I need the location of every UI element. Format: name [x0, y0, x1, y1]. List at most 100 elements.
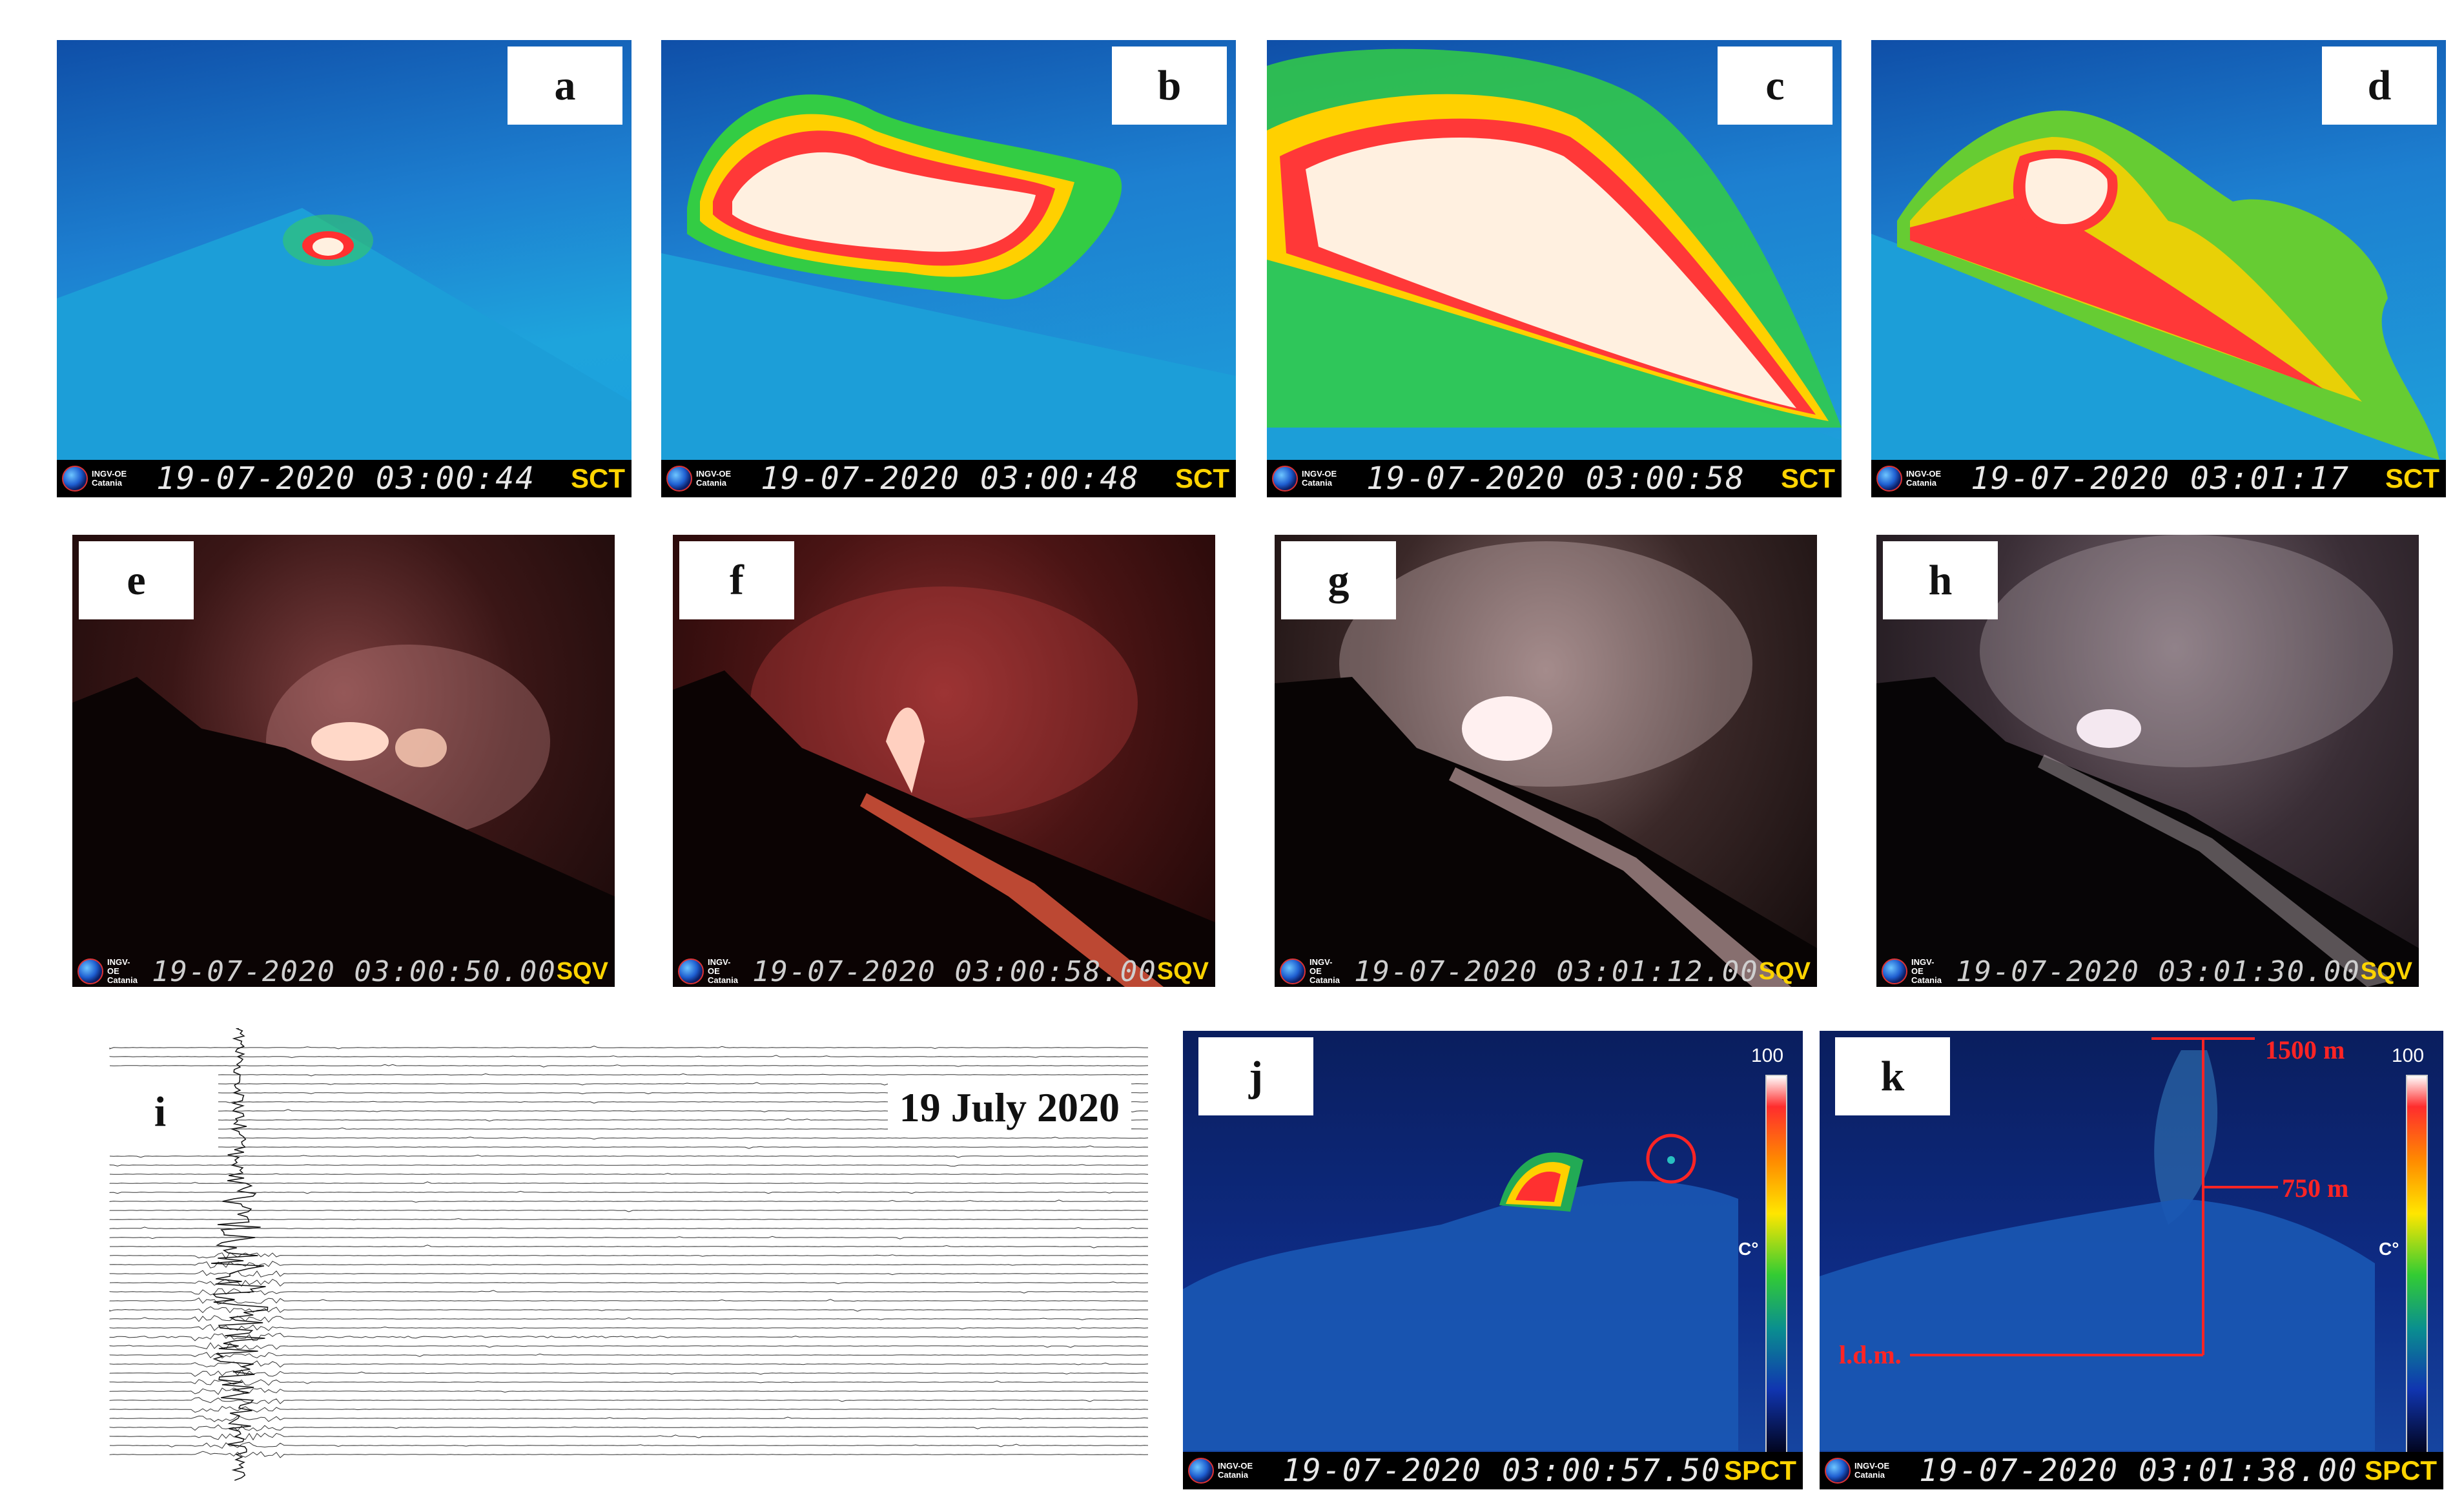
timestamp-bar: INGV-OE Catania 19-07-2020 03:01:38.00 S… — [1820, 1452, 2443, 1489]
panel-k: k 1500 m 750 m l.d.m. 100 C° 0 INGV-OE C… — [1820, 1031, 2443, 1489]
seismogram-trace — [109, 1136, 1149, 1140]
org-name: INGV-OE Catania — [1302, 469, 1337, 488]
timestamp-bar: INGV-OE Catania 19-07-2020 03:00:50.00 S… — [72, 955, 615, 988]
timestamp: 19-07-2020 03:01:12.00 — [1353, 955, 1759, 988]
seismogram-trace — [109, 1199, 1149, 1203]
org-name: INGV-OE Catania — [1911, 957, 1942, 985]
timestamp-bar: INGV-OE Catania 19-07-2020 03:00:57.50 S… — [1183, 1452, 1803, 1489]
panel-h: h INGV-OE Catania 19-07-2020 03:01:30.00… — [1876, 535, 2419, 987]
panel-j: j 100 C° 0 INGV-OE Catania 19-07-2020 03… — [1183, 1031, 1803, 1489]
seismogram — [109, 1028, 1149, 1481]
color-scale-bar — [2406, 1075, 2428, 1460]
seismogram-trace — [109, 1252, 1148, 1260]
seismogram-trace — [109, 1190, 1148, 1194]
ingv-logo-icon — [77, 958, 103, 984]
panel-label: b — [1112, 47, 1227, 125]
org-name: INGV-OE Catania — [708, 957, 738, 985]
panel-label: e — [79, 541, 194, 619]
panel-g: g INGV-OE Catania 19-07-2020 03:01:12.00… — [1275, 535, 1817, 987]
panel-label: a — [508, 47, 622, 125]
ingv-logo-icon — [678, 958, 704, 984]
seismogram-trace — [109, 1227, 1149, 1230]
seismogram-trace — [109, 1288, 1149, 1296]
timestamp: 19-07-2020 03:00:50.00 — [151, 955, 557, 988]
camera-id: SQV — [1156, 957, 1209, 985]
seismogram-trace — [109, 1154, 1148, 1158]
seismogram-trace — [109, 1306, 1148, 1314]
panel-a: a INGV-OE Catania 19-07-2020 03:00:44 SC… — [57, 40, 631, 497]
timestamp-bar: INGV-OE Catania 19-07-2020 03:00:44 SCT — [57, 460, 631, 497]
scale-max: 100 — [2392, 1045, 2425, 1066]
seismogram-spike — [211, 1028, 269, 1481]
thermal-scene-c — [1267, 48, 1842, 497]
timestamp-bar: INGV-OE Catania 19-07-2020 03:01:17 SCT — [1871, 460, 2446, 497]
seismogram-trace — [109, 1387, 1148, 1395]
ingv-logo-icon — [1272, 466, 1298, 492]
seismogram-trace — [109, 1218, 1149, 1221]
seismogram-trace — [109, 1352, 1149, 1359]
panel-i: i 19 July 2020 — [90, 1028, 1170, 1486]
panel-label: f — [679, 541, 794, 619]
seismogram-date: 19 July 2020 — [887, 1080, 1131, 1135]
panel-label: d — [2322, 47, 2437, 125]
seismogram-trace — [109, 1332, 1149, 1341]
seismogram-trace — [109, 1424, 1149, 1431]
ingv-logo-icon — [1876, 466, 1902, 492]
timestamp: 19-07-2020 03:01:30.00 — [1955, 955, 2361, 988]
seismogram-trace — [109, 1342, 1149, 1350]
org-name: INGV-OE Catania — [696, 469, 732, 488]
org-name: INGV-OE Catania — [92, 469, 127, 488]
seismogram-trace — [109, 1270, 1149, 1278]
camera-id: SCT — [1175, 463, 1229, 493]
height-label-top: 1500 m — [2265, 1035, 2345, 1064]
camera-id: SPCT — [1723, 1455, 1796, 1486]
seismogram-trace — [109, 1173, 1149, 1175]
camera-id: SPCT — [2364, 1455, 2437, 1486]
seismogram-trace — [109, 1360, 1149, 1368]
timestamp: 19-07-2020 03:00:58 — [1366, 461, 1746, 497]
thermal-scene-j — [1183, 1134, 1738, 1451]
seismogram-trace — [109, 1324, 1149, 1331]
seismogram-trace — [109, 1279, 1149, 1287]
timestamp-bar: INGV-OE Catania 19-07-2020 03:01:30.00 S… — [1876, 955, 2419, 988]
seismogram-trace — [109, 1379, 1149, 1386]
ingv-logo-icon — [1825, 1458, 1851, 1484]
seismogram-trace — [109, 1433, 1149, 1441]
timestamp: 19-07-2020 03:00:58.00 — [752, 955, 1157, 988]
seismogram-trace — [109, 1397, 1149, 1405]
height-label-mid: 750 m — [2282, 1174, 2349, 1203]
seismogram-trace — [109, 1236, 1148, 1239]
panel-f: f INGV-OE Catania 19-07-2020 03:00:58.00… — [673, 535, 1215, 987]
camera-id: SQV — [556, 957, 608, 985]
ingv-logo-icon — [1188, 1458, 1214, 1484]
thermal-scene-a — [57, 208, 631, 497]
panel-c: c INGV-OE Catania 19-07-2020 03:00:58 SC… — [1267, 40, 1842, 497]
night-scene-f — [673, 586, 1215, 987]
seismogram-trace — [109, 1415, 1149, 1422]
panel-label: g — [1281, 541, 1396, 619]
seismogram-trace — [109, 1442, 1149, 1449]
timestamp-bar: INGV-OE Catania 19-07-2020 03:00:58.00 S… — [673, 955, 1215, 988]
org-name: INGV-OE Catania — [1309, 957, 1340, 985]
panel-label: c — [1718, 47, 1833, 125]
thermal-scene-b — [661, 94, 1236, 497]
thermal-scene-k — [1820, 1037, 2375, 1451]
panel-label: h — [1883, 541, 1998, 619]
timestamp: 19-07-2020 03:00:57.50 — [1282, 1453, 1721, 1489]
timestamp-bar: INGV-OE Catania 19-07-2020 03:01:12.00 S… — [1275, 955, 1817, 988]
seismogram-trace — [109, 1315, 1148, 1323]
night-scene-e — [72, 645, 615, 987]
ingv-logo-icon — [666, 466, 692, 492]
seismogram-trace — [109, 1298, 1149, 1305]
seismogram-trace — [109, 1145, 1149, 1149]
camera-id: SQV — [2360, 957, 2412, 985]
panel-d: d INGV-OE Catania 19-07-2020 03:01:17 SC… — [1871, 40, 2446, 497]
ingv-logo-icon — [1882, 958, 1907, 984]
seismogram-trace — [109, 1055, 1148, 1059]
panel-label: i — [102, 1073, 218, 1151]
panel-e: e INGV-OE Catania 19-07-2020 03:00:50.00… — [72, 535, 615, 987]
timestamp-bar: INGV-OE Catania 19-07-2020 03:00:48 SCT — [661, 460, 1236, 497]
camera-id: SCT — [1781, 463, 1835, 493]
seismogram-trace — [109, 1046, 1148, 1050]
panel-b: b INGV-OE Catania 19-07-2020 03:00:48 SC… — [661, 40, 1236, 497]
